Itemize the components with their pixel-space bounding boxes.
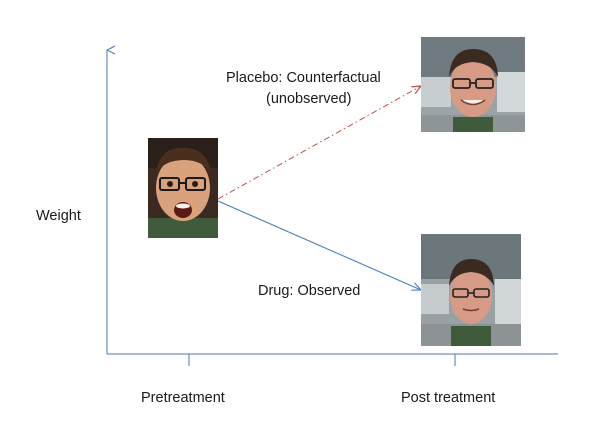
neutral-face-photo — [421, 234, 521, 346]
placebo-sublabel: (unobserved) — [266, 91, 352, 107]
x-label-posttreatment: Post treatment — [401, 390, 496, 406]
x-label-pretreatment: Pretreatment — [141, 390, 225, 406]
placebo-arrow — [217, 86, 421, 200]
y-axis-label: Weight — [36, 208, 81, 224]
placebo-label: Placebo: Counterfactual — [226, 70, 381, 86]
surprised-face-photo — [148, 138, 218, 238]
drug-arrow — [217, 200, 421, 290]
smiling-face-photo — [421, 37, 525, 132]
drug-label: Drug: Observed — [258, 283, 361, 299]
